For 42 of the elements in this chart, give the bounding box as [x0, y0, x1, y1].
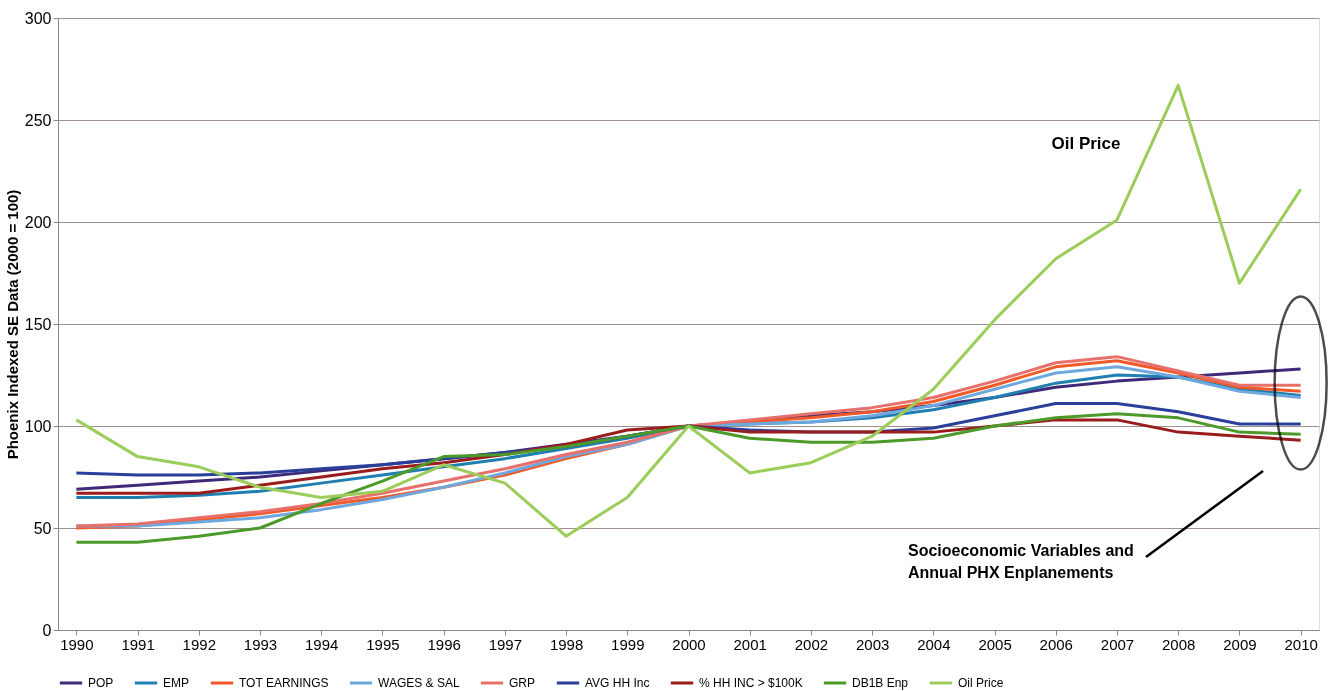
x-tick-label: 2007 — [1100, 635, 1135, 653]
y-tick-label: 300 — [24, 9, 52, 27]
x-tick-label: 1994 — [305, 635, 339, 653]
y-tick-label: 150 — [24, 315, 52, 333]
x-tick-label: 1992 — [182, 635, 216, 653]
x-tick-label: 2008 — [1162, 635, 1196, 653]
legend-label: TOT EARNINGS — [239, 676, 329, 690]
x-tick-label: 1991 — [121, 635, 155, 653]
x-tick-label: 1999 — [611, 635, 645, 653]
x-tick-label: 2009 — [1223, 635, 1257, 653]
legend-label: % HH INC > $100K — [699, 676, 803, 690]
y-tick-label: 100 — [24, 417, 52, 435]
x-tick-label: 2005 — [978, 635, 1012, 653]
y-tick-label: 0 — [42, 621, 52, 639]
x-tick-label: 1995 — [366, 635, 400, 653]
x-tick-label: 1990 — [60, 635, 94, 653]
legend-label: DB1B Enp — [852, 676, 909, 690]
x-tick-label: 1996 — [427, 635, 461, 653]
line-series — [74, 83, 1303, 538]
legend-label: Oil Price — [958, 676, 1004, 690]
y-tick-label: 50 — [33, 519, 52, 537]
legend-label: EMP — [163, 676, 190, 690]
y-tick-label: 200 — [24, 213, 52, 231]
legend-label: POP — [88, 676, 114, 690]
x-tick-label: 2010 — [1284, 635, 1318, 653]
x-tick-label: 2002 — [794, 635, 829, 653]
x-tick-label: 2006 — [1039, 635, 1073, 653]
line-series — [74, 412, 1303, 544]
x-tick-label: 1997 — [488, 635, 523, 653]
x-tick-label: 2003 — [855, 635, 890, 653]
x-tick-label: 2004 — [917, 635, 951, 653]
y-axis-title: Phoenix Indexed SE Data (2000 = 100) — [3, 189, 21, 460]
x-tick-label: 2000 — [672, 635, 706, 653]
x-tick-label: 1998 — [549, 635, 584, 653]
legend-label: AVG HH Inc — [585, 676, 650, 690]
annotation: Socioeconomic Variables and Annual PHX Enplanements — [908, 542, 1134, 581]
legend-label: WAGES & SAL — [378, 676, 460, 690]
legend-label: GRP — [509, 676, 536, 690]
annotation: Oil Price — [1051, 134, 1121, 153]
x-tick-label: 1993 — [243, 635, 278, 653]
y-tick-label: 250 — [24, 111, 52, 129]
x-tick-label: 2001 — [733, 635, 767, 653]
